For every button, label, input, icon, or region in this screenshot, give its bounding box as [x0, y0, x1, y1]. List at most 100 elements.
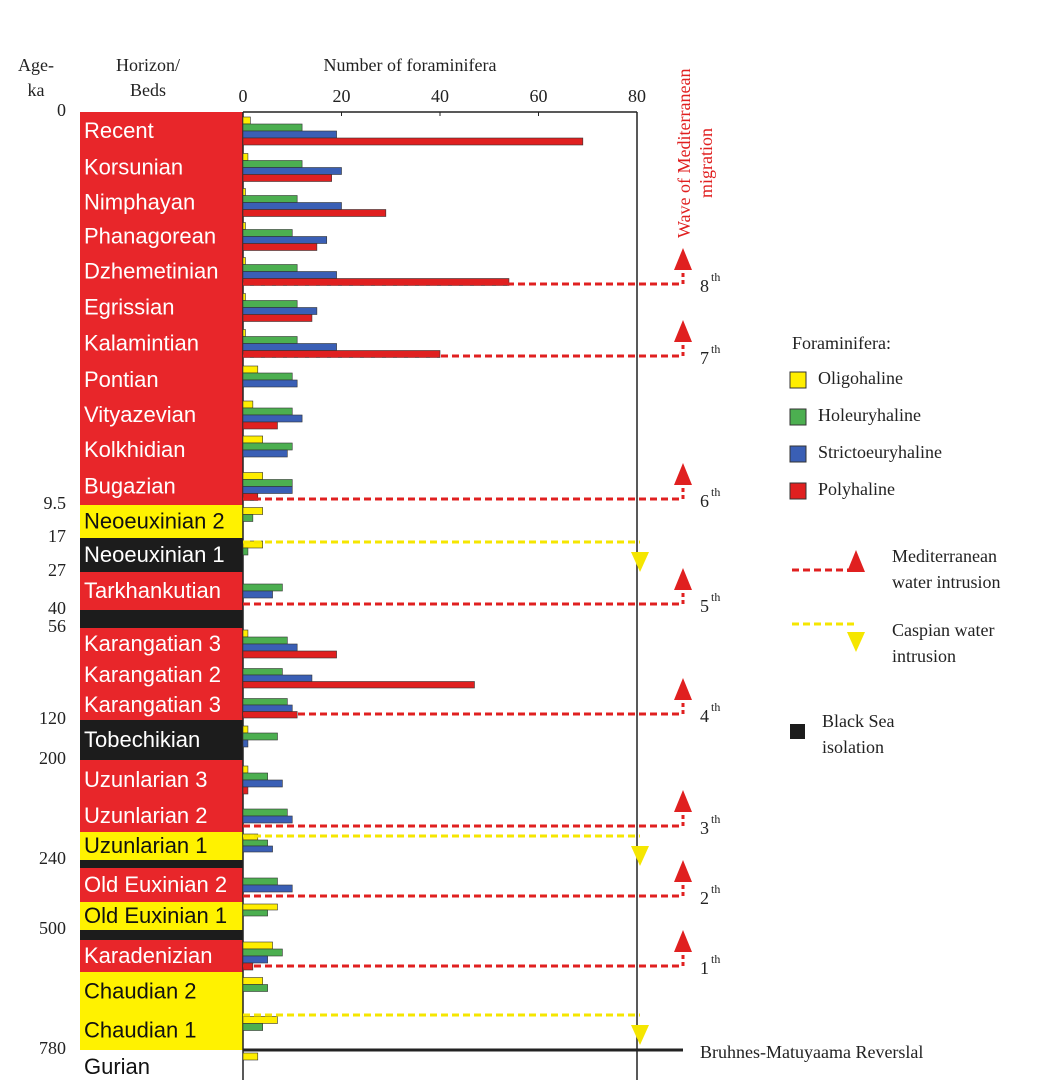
- horizon-box: [80, 290, 243, 325]
- bar: [242, 765, 249, 774]
- bar: [242, 123, 303, 132]
- age-label: 56: [48, 616, 66, 636]
- horizon-label: Recent: [84, 118, 154, 143]
- bar: [242, 236, 328, 244]
- horizon-box: [80, 150, 243, 185]
- wave-number: 3: [700, 818, 709, 838]
- horizon-label: Uzunlarian 1: [84, 833, 208, 858]
- isolation-label: Black Sea: [822, 711, 894, 731]
- bar: [242, 343, 337, 351]
- bar: [242, 903, 278, 911]
- bar: [242, 188, 246, 196]
- bar: [242, 435, 264, 444]
- horizon-label: Chaudian 2: [84, 978, 197, 1003]
- wave-arrow: [674, 248, 692, 270]
- bar: [242, 948, 283, 957]
- bar: [242, 540, 264, 549]
- med-symbol-arrow: [847, 550, 865, 572]
- horizon-label: Bugazian: [84, 473, 176, 498]
- horizon-label: Vityazevian: [84, 402, 196, 427]
- bar: [242, 174, 332, 182]
- horizon-box: [80, 362, 243, 398]
- bar: [242, 739, 249, 748]
- horizon-box: [80, 972, 243, 1011]
- bar: [242, 264, 298, 272]
- bar: [242, 507, 264, 515]
- bar: [242, 329, 246, 337]
- legend-label: Oligohaline: [818, 368, 903, 388]
- bar: [242, 153, 249, 161]
- wave-arrow: [674, 790, 692, 812]
- x-tick-label: 60: [530, 86, 548, 106]
- legend-title: Foraminifera:: [792, 333, 891, 353]
- bar: [242, 209, 387, 217]
- legend-label: Holeuryhaline: [818, 405, 921, 425]
- age-label: 240: [39, 848, 66, 868]
- bar: [242, 977, 264, 985]
- horizon-box: [80, 690, 243, 720]
- reversal-label: Bruhnes-Matuyaama Reverslal: [700, 1042, 923, 1062]
- age-label: 27: [48, 560, 66, 580]
- horizon-label: Karangatian 2: [84, 662, 221, 687]
- bar: [242, 493, 259, 501]
- horizon-box: [80, 220, 243, 253]
- horizon-label: Dzhemetinian: [84, 258, 219, 283]
- horizon-label: Uzunlarian 3: [84, 767, 208, 792]
- bar: [242, 407, 293, 416]
- horizon-label: Chaudian 1: [84, 1017, 197, 1042]
- bar: [242, 643, 298, 652]
- bar: [242, 779, 283, 788]
- wave-suffix: th: [711, 270, 720, 284]
- bar: [242, 195, 298, 203]
- horizon-label: Karadenizian: [84, 943, 212, 968]
- bar: [242, 160, 303, 168]
- wave-title-line: migration: [696, 128, 716, 198]
- horizon-box: [80, 253, 243, 290]
- isolation-symbol: [790, 724, 805, 739]
- horizon-label: Neoeuxinian 2: [84, 508, 225, 533]
- med-symbol-label: Mediterranean: [892, 546, 997, 566]
- wave-suffix: th: [711, 590, 720, 604]
- bar: [242, 636, 288, 645]
- horizon-box: [80, 868, 243, 902]
- bar: [242, 202, 342, 210]
- bar: [242, 243, 318, 251]
- bar: [242, 336, 298, 344]
- bar: [242, 698, 288, 706]
- bar: [242, 479, 293, 487]
- bar: [242, 1016, 278, 1024]
- horizon-box: [80, 940, 243, 972]
- bar: [242, 421, 278, 430]
- age-label: 500: [39, 918, 66, 938]
- legend-label: Polyhaline: [818, 479, 895, 499]
- horizon-box: [80, 930, 243, 940]
- legend-swatch: [789, 408, 807, 426]
- bar: [242, 681, 475, 689]
- isolation-label: isolation: [822, 737, 884, 757]
- wave-arrow: [674, 860, 692, 882]
- bar: [242, 941, 273, 950]
- caspian-arrow: [631, 552, 649, 572]
- bar: [242, 379, 298, 388]
- age-label: 780: [39, 1038, 66, 1058]
- age-label: 200: [39, 748, 66, 768]
- bar: [242, 137, 584, 146]
- bar: [242, 629, 249, 638]
- age-label: ka: [28, 80, 45, 100]
- age-label: 120: [39, 708, 66, 728]
- bar: [242, 1052, 259, 1061]
- horizon-box: [80, 720, 243, 760]
- legend-label: Strictoeuryhaline: [818, 442, 942, 462]
- med-symbol-label: water intrusion: [892, 572, 1000, 592]
- wave-suffix: th: [711, 342, 720, 356]
- horizon-box: [80, 800, 243, 832]
- x-tick-label: 0: [239, 86, 248, 106]
- casp-symbol-label: Caspian water: [892, 620, 994, 640]
- horizon-label: Gurian: [84, 1054, 150, 1079]
- bar: [242, 222, 246, 230]
- bar: [242, 514, 254, 522]
- wave-arrow: [674, 320, 692, 342]
- x-axis-label: Number of foraminifera: [324, 55, 497, 75]
- bar: [242, 547, 249, 556]
